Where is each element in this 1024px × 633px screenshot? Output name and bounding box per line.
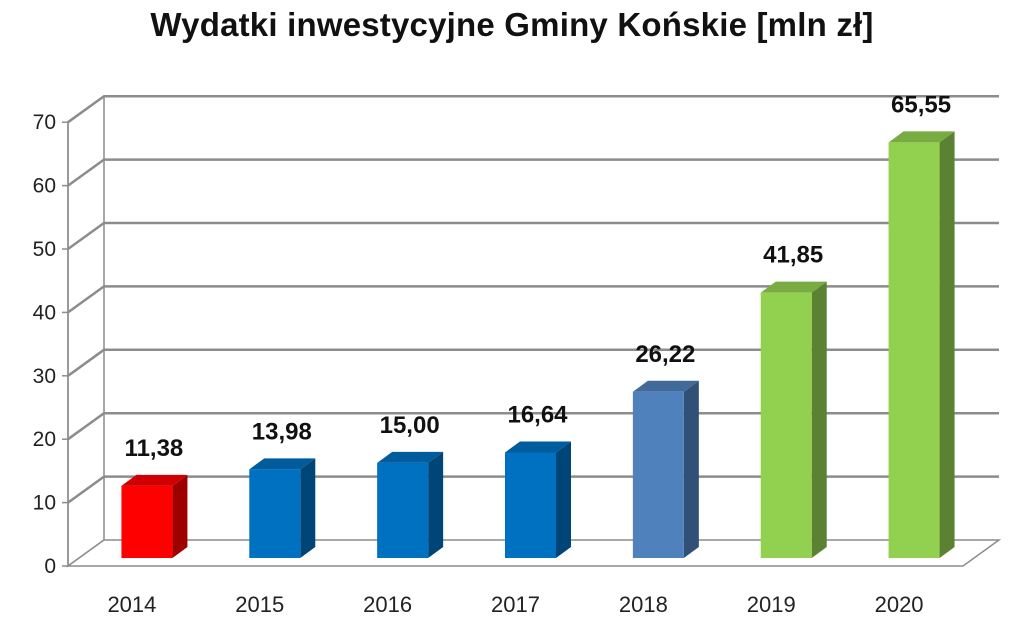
bar — [760, 281, 827, 558]
bar-top — [121, 474, 188, 486]
data-labels: 11,38 13,98 15,00 16,64 26,22 41,85 65,55 — [125, 91, 952, 461]
gridline — [67, 475, 999, 504]
bar-front — [505, 452, 556, 558]
bar-side — [428, 451, 444, 558]
bars — [121, 131, 955, 558]
bar-front — [632, 391, 684, 558]
gridline — [67, 348, 999, 377]
chart-title: Wydatki inwestycyjne Gminy Końskie [mln … — [150, 6, 874, 43]
bar-top — [888, 131, 955, 143]
x-category-label: 2017 — [491, 592, 540, 617]
gridline — [67, 94, 999, 124]
bar-side — [939, 131, 955, 558]
y-tick-label: 70 — [33, 111, 56, 134]
bar-side — [556, 441, 571, 558]
x-axis-labels: 2014 2015 2016 2017 2018 2019 2020 — [107, 592, 923, 617]
bar-front — [249, 469, 301, 558]
bar — [505, 441, 571, 558]
bar — [377, 451, 444, 558]
bar-side — [811, 281, 827, 558]
gridlines — [67, 94, 999, 504]
gridline — [67, 158, 999, 187]
x-category-label: 2018 — [619, 592, 668, 617]
data-label: 65,55 — [891, 91, 951, 118]
bar-front — [121, 485, 173, 558]
y-tick-label: 20 — [33, 428, 56, 451]
x-category-label: 2020 — [875, 592, 924, 617]
bar-front — [377, 462, 429, 558]
y-tick-label: 0 — [44, 555, 56, 578]
data-label: 15,00 — [380, 412, 440, 439]
y-tick-label: 10 — [33, 492, 56, 515]
y-tick-label: 40 — [33, 301, 56, 324]
bar-side — [683, 380, 699, 558]
left-wall — [67, 94, 105, 568]
x-category-label: 2019 — [747, 592, 796, 617]
bar-top — [632, 380, 699, 392]
data-label: 13,98 — [252, 418, 312, 445]
bar-front — [888, 142, 940, 558]
bar-top — [505, 441, 571, 453]
bar-side — [172, 474, 188, 558]
y-tick-label: 30 — [33, 365, 56, 388]
bar-side — [300, 458, 316, 558]
bar — [632, 380, 699, 558]
bar-top — [377, 451, 444, 463]
data-label: 16,64 — [507, 402, 568, 429]
data-label: 26,22 — [635, 341, 695, 368]
y-tick-label: 60 — [33, 175, 56, 198]
bar-top — [249, 458, 316, 470]
data-label: 41,85 — [763, 242, 823, 269]
bar — [888, 131, 955, 558]
bar — [121, 474, 188, 558]
bar-top — [760, 281, 827, 293]
bar-front — [760, 292, 812, 558]
y-tick-label: 50 — [33, 238, 56, 261]
x-category-label: 2015 — [235, 592, 284, 617]
x-category-label: 2016 — [363, 592, 412, 617]
data-label: 11,38 — [125, 435, 184, 462]
gridline — [67, 221, 999, 251]
gridline — [67, 285, 999, 314]
gridline — [67, 411, 999, 441]
x-category-label: 2014 — [107, 592, 156, 617]
y-axis-ticks: 0 10 20 30 40 50 60 70 — [33, 111, 69, 578]
bar — [249, 458, 316, 558]
